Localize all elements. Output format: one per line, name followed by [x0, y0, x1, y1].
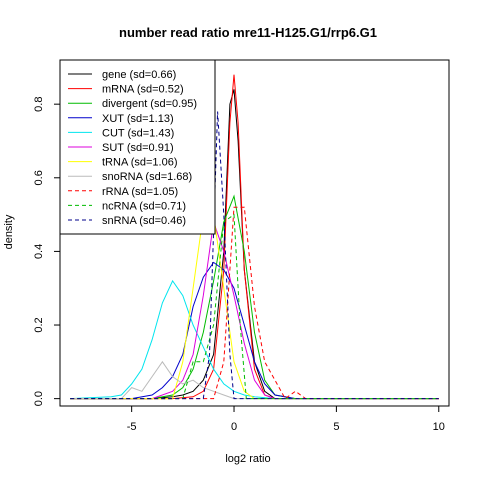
legend-entry: rRNA (sd=1.05)	[102, 186, 178, 198]
y-axis-label: density	[3, 214, 15, 249]
y-tick-label: 0.4	[33, 244, 45, 259]
y-tick-label: 0.6	[33, 170, 45, 185]
series-layer	[70, 74, 439, 400]
y-tick-label: 0.0	[33, 391, 45, 406]
legend-entry: ncRNA (sd=0.71)	[102, 200, 186, 212]
x-tick-label: 10	[433, 421, 445, 433]
y-axis: 0.0 0.2 0.4 0.6 0.8	[33, 97, 60, 406]
y-tick-label: 0.8	[33, 97, 45, 112]
legend-entry: CUT (sd=1.43)	[102, 127, 174, 139]
series-line-4	[70, 279, 439, 400]
series-line-8	[70, 206, 439, 400]
y-tick-label: 0.2	[33, 317, 45, 332]
series-line-0	[70, 89, 439, 400]
x-tick-label: -5	[127, 421, 137, 433]
legend-entry: divergent (sd=0.95)	[102, 98, 197, 110]
legend-entry: mRNA (sd=0.52)	[102, 84, 184, 96]
legend: gene (sd=0.66) mRNA (sd=0.52) divergent (s…	[59, 59, 216, 235]
x-tick-label: 0	[231, 421, 237, 433]
legend-entry: SUT (sd=0.91)	[102, 142, 174, 154]
series-line-10	[70, 111, 439, 400]
legend-entry: gene (sd=0.66)	[102, 69, 176, 81]
legend-entry: snRNA (sd=0.46)	[102, 215, 186, 227]
series-line-1	[70, 74, 439, 400]
series-line-3	[70, 261, 439, 400]
x-axis-label: log2 ratio	[225, 453, 270, 465]
series-line-9	[70, 213, 439, 400]
x-tick-label: 5	[333, 421, 339, 433]
chart-title: number read ratio mre11-H125.G1/rrp6.G1	[119, 25, 377, 40]
legend-entry: XUT (sd=1.13)	[102, 113, 174, 125]
legend-entry: snoRNA (sd=1.68)	[102, 171, 192, 183]
legend-entry: tRNA (sd=1.06)	[102, 157, 178, 169]
x-axis: -5 0 5 10	[127, 406, 445, 433]
series-line-7	[70, 360, 439, 400]
series-line-5	[70, 221, 439, 400]
series-line-6	[70, 214, 439, 400]
